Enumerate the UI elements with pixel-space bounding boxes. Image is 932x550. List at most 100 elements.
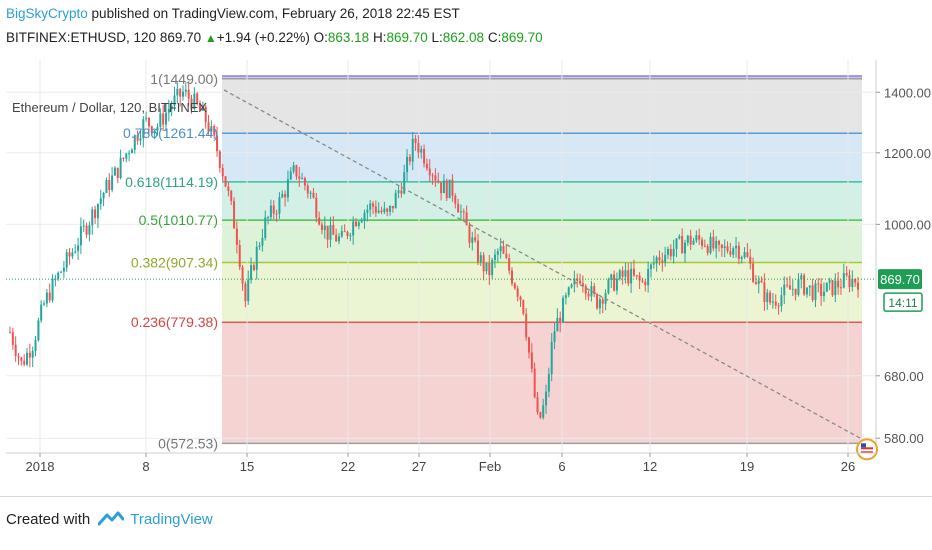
candle-body: [213, 126, 216, 136]
candle-body: [579, 280, 582, 284]
author-link[interactable]: BigSkyCrypto: [6, 6, 88, 21]
last-price: 869.70: [159, 30, 202, 45]
candle-body: [204, 106, 207, 123]
candle-body: [323, 225, 326, 230]
candle-body: [754, 281, 757, 284]
candle-body: [769, 292, 772, 303]
ohlc-header: BITFINEX:ETHUSD, 120 869.70 ▲+1.94 (+0.2…: [6, 30, 543, 45]
candle-body: [496, 251, 499, 255]
candle-body: [644, 281, 647, 286]
candle-body: [706, 246, 709, 253]
candle-body: [252, 265, 255, 270]
candle-body: [65, 252, 68, 268]
time-tick-label: Feb: [479, 459, 501, 474]
candle-body: [556, 317, 559, 332]
candle-body: [386, 208, 389, 212]
candle-body: [9, 332, 11, 334]
candle-body: [780, 295, 783, 307]
candle-body: [326, 225, 329, 240]
candle-body: [692, 240, 695, 245]
candle-body: [786, 284, 789, 286]
candle-body: [383, 208, 386, 213]
candle-body: [434, 175, 437, 181]
candle-body: [133, 135, 136, 150]
candle-body: [122, 157, 125, 159]
price-chart[interactable]: 1(1449.00) 0.786(1261.44) 0.618(1114.19) 0.…: [0, 60, 932, 496]
candle-body: [14, 344, 17, 356]
candle-body: [635, 275, 638, 277]
candle-body: [150, 126, 153, 134]
tradingview-brand[interactable]: TradingView: [130, 510, 213, 528]
candle-body: [48, 292, 51, 301]
candle-body: [695, 235, 698, 241]
candle-body: [113, 167, 116, 176]
candle-body: [536, 397, 539, 413]
candle-body: [366, 209, 369, 213]
candle-body: [834, 280, 837, 296]
candle-body: [210, 126, 213, 132]
candle-body: [666, 248, 669, 255]
candle-body: [749, 256, 752, 264]
candle-body: [482, 255, 485, 272]
candle-body: [553, 331, 556, 342]
candle-body: [817, 283, 820, 285]
candle-body: [315, 197, 318, 218]
candle-body: [377, 210, 380, 213]
candle-body: [153, 130, 156, 134]
candle-body: [678, 236, 681, 239]
candle-body: [147, 117, 150, 127]
fib-band-0.236: [222, 322, 862, 444]
candle-body: [343, 231, 346, 233]
candle-body: [258, 245, 261, 247]
candle-body: [162, 113, 165, 125]
candle-body: [596, 294, 599, 309]
candle-body: [182, 91, 185, 97]
candle-body: [723, 246, 726, 249]
candle-body: [581, 283, 584, 287]
candle-body: [235, 228, 238, 245]
candle-body: [250, 265, 253, 280]
candle-body: [303, 178, 306, 186]
candle-body: [284, 194, 287, 198]
candle-body: [851, 279, 854, 287]
candle-body: [528, 337, 531, 353]
candle-body: [31, 350, 34, 358]
candle-body: [437, 180, 440, 183]
flag-canton: [861, 443, 866, 448]
fib-labels: 1(1449.00) 0.786(1261.44) 0.618(1114.19) 0.…: [123, 71, 218, 452]
open-label: O:: [313, 30, 328, 45]
candle-body: [613, 274, 616, 291]
candle-body: [649, 264, 652, 270]
candle-body: [825, 282, 828, 292]
candle-body: [502, 246, 505, 254]
candle-body: [108, 180, 111, 191]
candle-body: [746, 252, 749, 257]
candle-body: [641, 280, 644, 282]
candle-body: [570, 284, 573, 288]
candle-body: [54, 278, 57, 280]
candle-body: [329, 225, 332, 240]
candle-body: [408, 156, 411, 162]
price-tick-label: 580.00: [884, 431, 924, 446]
candle-body: [525, 313, 528, 338]
footer: Created with TradingView: [6, 510, 213, 528]
time-axis[interactable]: 2018 8 15 22 27 Feb 6 12 19 26: [6, 452, 876, 474]
candle-body: [332, 225, 335, 235]
candle-body: [805, 287, 808, 295]
candle-body: [547, 374, 550, 392]
current-price-tag: [878, 269, 922, 290]
candle-body: [406, 156, 409, 173]
candle-body: [74, 251, 77, 253]
candle-body: [34, 340, 37, 351]
candle-body: [488, 262, 491, 276]
candle-body: [848, 275, 851, 287]
candle-body: [57, 272, 60, 279]
candle-body: [476, 240, 479, 263]
candle-body: [519, 296, 522, 301]
candle-body: [493, 254, 496, 260]
candle-body: [842, 273, 845, 288]
trend-line[interactable]: [6, 89, 876, 442]
price-axis[interactable]: 1400.00 1200.00 1000.00 680.00 580.00 869.70 1…: [856, 60, 931, 461]
candle-body: [62, 267, 65, 272]
fib-band-top: [222, 76, 862, 79]
